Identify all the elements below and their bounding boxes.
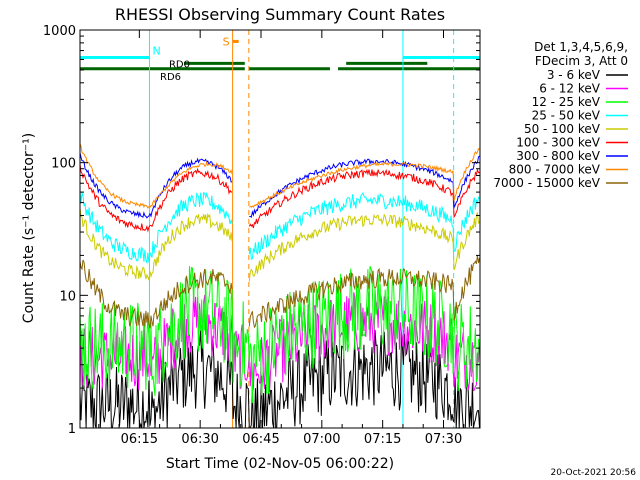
legend-label-6: 300 - 800 keV	[516, 149, 600, 163]
legend-header-2: FDecim 3, Att 0	[535, 54, 628, 68]
legend-label-3: 25 - 50 keV	[532, 109, 601, 123]
x-tick-label-4: 07:15	[364, 432, 401, 447]
y-tick-label-3: 1000	[43, 24, 76, 39]
series-line-3	[79, 191, 480, 265]
chart-title: RHESSI Observing Summary Count Rates	[115, 5, 445, 24]
series-layer	[79, 143, 480, 429]
axes: 06:15 06:30 06:45 07:00 07:15 07:30 1 10 100 1000	[43, 24, 481, 447]
axes-frame	[79, 29, 481, 429]
series-line-7	[79, 143, 480, 209]
y-tick-label-0: 1	[68, 422, 76, 437]
x-tick-label-1: 06:30	[181, 432, 218, 447]
series-line-4	[79, 208, 480, 282]
y-axis-label: Count Rate (s⁻¹ detector⁻¹)	[21, 133, 37, 323]
flag-S-label: S	[223, 35, 230, 48]
x-tick-label-2: 06:45	[242, 432, 279, 447]
series-line-8	[79, 255, 480, 329]
legend-label-5: 100 - 300 keV	[516, 136, 600, 150]
flag-RD6-label: RD6	[160, 72, 181, 83]
y-tick-label-2: 100	[51, 157, 76, 172]
legend-label-2: 12 - 25 keV	[532, 95, 601, 109]
series-line-0	[79, 329, 480, 429]
flag-N-label: N	[152, 45, 160, 58]
legend-label-7: 800 - 7000 keV	[509, 163, 601, 177]
legend-label-4: 50 - 100 keV	[524, 122, 601, 136]
flag-RD0-label: RD0	[169, 59, 190, 70]
x-tick-label-0: 06:15	[121, 432, 158, 447]
footer-date: 20-Oct-2021 20:56	[551, 468, 637, 478]
series-line-2	[79, 265, 480, 404]
series-line-5	[79, 163, 480, 233]
y-tick-label-1: 10	[59, 289, 76, 304]
x-tick-label-3: 07:00	[303, 432, 340, 447]
x-tick-label-5: 07:30	[425, 432, 462, 447]
legend: Det 1,3,4,5,6,9, FDecim 3, Att 0 3 - 6 k…	[493, 40, 628, 190]
x-axis-label: Start Time (02-Nov-05 06:00:22)	[166, 456, 394, 472]
legend-label-8: 7000 - 15000 keV	[493, 176, 600, 190]
legend-label-0: 3 - 6 keV	[547, 68, 601, 82]
legend-header-1: Det 1,3,4,5,6,9,	[534, 40, 628, 54]
legend-label-1: 6 - 12 keV	[539, 82, 601, 96]
